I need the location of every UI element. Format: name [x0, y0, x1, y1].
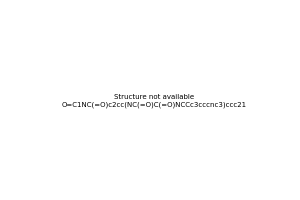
Text: Structure not available
O=C1NC(=O)c2cc(NC(=O)C(=O)NCCc3cccnc3)ccc21: Structure not available O=C1NC(=O)c2cc(N… — [61, 94, 246, 108]
